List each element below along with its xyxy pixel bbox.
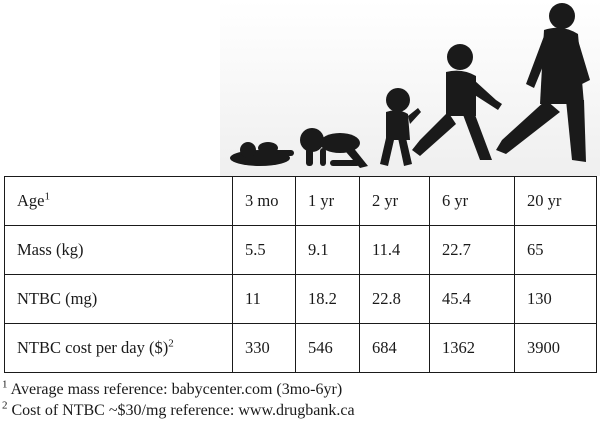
table-cell: 9.1 (295, 225, 360, 275)
table-cell: 18.2 (295, 274, 360, 324)
table-cell: 5.5 (232, 225, 296, 275)
toddler-silhouette-icon (380, 88, 421, 166)
table-cell: 130 (514, 274, 597, 324)
table-cell: 1362 (429, 323, 515, 373)
table-header-row: Age1 3 mo 1 yr 2 yr 6 yr 20 yr (4, 176, 597, 226)
table-cell: 330 (232, 323, 296, 373)
silhouette-figure (220, 0, 600, 176)
table-cell: 11 (232, 274, 296, 324)
table-cell: 11.4 (359, 225, 430, 275)
footnote-text: Average mass reference: babycenter.com (… (10, 381, 343, 398)
row-label-ntbc: NTBC (mg) (4, 274, 233, 324)
table-row: NTBC cost per day ($)2 330 546 684 1362 … (4, 323, 597, 373)
dosage-table: Age1 3 mo 1 yr 2 yr 6 yr 20 yr Mass (kg)… (4, 176, 597, 373)
table-cell: 45.4 (429, 274, 515, 324)
table-cell: 65 (514, 225, 597, 275)
header-cell: 6 yr (429, 176, 515, 226)
footnote-1: 1 Average mass reference: babycenter.com… (2, 379, 355, 400)
footnote-marker: 1 (44, 190, 51, 203)
table-cell: 3900 (514, 323, 597, 373)
adult-walking-silhouette-icon (496, 3, 590, 162)
footnote-marker: 2 (2, 399, 8, 412)
header-cell: 1 yr (295, 176, 360, 226)
table-row: NTBC (mg) 11 18.2 22.8 45.4 130 (4, 274, 597, 324)
table-cell: 22.8 (359, 274, 430, 324)
row-label-mass: Mass (kg) (4, 225, 233, 275)
growth-silhouettes (0, 0, 600, 176)
footnote-text: Cost of NTBC ~$30/mg reference: www.drug… (11, 402, 355, 419)
footnote-marker: 2 (168, 337, 174, 350)
table-cell: 546 (295, 323, 360, 373)
footnotes: 1 Average mass reference: babycenter.com… (2, 379, 355, 421)
header-cell: 2 yr (359, 176, 430, 226)
age-header-label: Age (17, 191, 45, 210)
footnote-marker: 1 (2, 378, 8, 391)
row-label-cost: NTBC cost per day ($)2 (4, 323, 233, 373)
child-running-silhouette-icon (412, 44, 502, 160)
infant-lying-silhouette-icon (230, 142, 294, 166)
table-cell: 22.7 (429, 225, 515, 275)
header-cell: 20 yr (514, 176, 597, 226)
header-cell: 3 mo (232, 176, 296, 226)
silhouette-background (220, 0, 600, 176)
table-cell: 684 (359, 323, 430, 373)
table-row: Mass (kg) 5.5 9.1 11.4 22.7 65 (4, 225, 597, 275)
crawling-baby-silhouette-icon (300, 128, 368, 168)
cost-row-label: NTBC cost per day ($) (17, 338, 169, 357)
footnote-2: 2 Cost of NTBC ~$30/mg reference: www.dr… (2, 400, 355, 421)
header-cell-age: Age1 (4, 176, 233, 226)
